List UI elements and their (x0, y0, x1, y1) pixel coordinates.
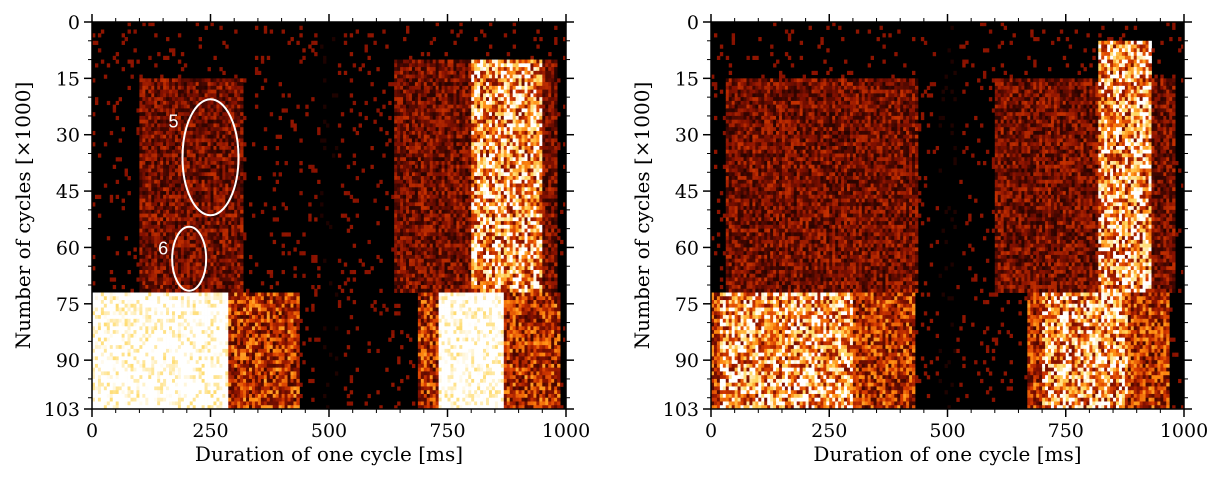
heatmap-cells (711, 22, 1184, 409)
y-tick-label: 0 (687, 12, 699, 34)
y-tick-label: 75 (56, 294, 80, 316)
chart-panel-1: 560 250 500 750 10000153045607590103Duration… (11, 12, 590, 466)
x-axis-title: Duration of one cycle [ms] (195, 442, 463, 466)
y-tick-label: 45 (675, 181, 699, 203)
y-tick-label: 90 (675, 350, 699, 372)
y-tick-label: 15 (56, 68, 80, 90)
x-tick-label: 500 (311, 420, 347, 442)
y-tick-label: 0 (68, 12, 80, 34)
y-tick-label: 60 (675, 237, 699, 259)
annotation-ellipse-6 (171, 225, 208, 292)
x-tick-label: 0 (705, 420, 717, 442)
y-tick-label: 75 (675, 294, 699, 316)
x-tick-label: 750 (1048, 420, 1084, 442)
heatmap-cells (92, 22, 566, 409)
x-tick-label: 250 (811, 420, 847, 442)
y-tick-label: 30 (675, 125, 699, 147)
x-tick-label: 1000 (1160, 420, 1208, 442)
y-tick-label: 45 (56, 181, 80, 203)
annotation-ellipse-5 (181, 98, 240, 217)
chart-panel-2: 0 250 500 750 1000 0 15 30 45 60 75 90 103 Duration o… (630, 12, 1208, 466)
y-tick-label: 60 (56, 237, 80, 259)
x-tick-label: 250 (192, 420, 228, 442)
x-tick-label: 500 (929, 420, 965, 442)
y-axis-title: Number of cycles [×1000] (630, 82, 654, 350)
y-tick-label: 30 (56, 125, 80, 147)
x-tick-label: 750 (429, 420, 465, 442)
x-axis-title: Duration of one cycle [ms] (813, 442, 1081, 466)
x-tick-label: 0 (86, 420, 98, 442)
annotation-label-5: 5 (169, 111, 179, 131)
y-axis-title: Number of cycles [×1000] (11, 82, 35, 350)
y-tick-label: 90 (56, 350, 80, 372)
y-tick-label: 103 (44, 399, 80, 421)
x-tick-label: 1000 (542, 420, 590, 442)
annotation-label-6: 6 (158, 239, 168, 259)
y-tick-label: 103 (663, 399, 699, 421)
y-tick-label: 15 (675, 68, 699, 90)
